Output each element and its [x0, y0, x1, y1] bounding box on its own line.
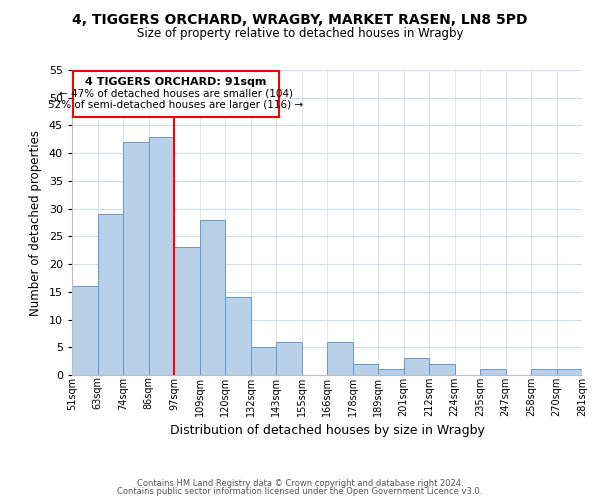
Text: 4 TIGGERS ORCHARD: 91sqm: 4 TIGGERS ORCHARD: 91sqm — [85, 76, 266, 86]
Bar — [276, 342, 302, 375]
Bar — [97, 214, 123, 375]
Text: Contains HM Land Registry data © Crown copyright and database right 2024.: Contains HM Land Registry data © Crown c… — [137, 478, 463, 488]
Bar — [557, 370, 582, 375]
Bar — [251, 348, 276, 375]
Text: 4, TIGGERS ORCHARD, WRAGBY, MARKET RASEN, LN8 5PD: 4, TIGGERS ORCHARD, WRAGBY, MARKET RASEN… — [72, 12, 528, 26]
Bar — [72, 286, 97, 375]
Bar — [225, 298, 251, 375]
Bar — [378, 370, 404, 375]
Text: Contains public sector information licensed under the Open Government Licence v3: Contains public sector information licen… — [118, 487, 482, 496]
Y-axis label: Number of detached properties: Number of detached properties — [29, 130, 42, 316]
FancyBboxPatch shape — [73, 71, 278, 117]
Bar — [353, 364, 378, 375]
Bar — [174, 248, 199, 375]
Bar — [149, 136, 174, 375]
Bar — [480, 370, 505, 375]
Bar — [531, 370, 557, 375]
Bar — [327, 342, 353, 375]
X-axis label: Distribution of detached houses by size in Wragby: Distribution of detached houses by size … — [170, 424, 484, 437]
Bar — [404, 358, 429, 375]
Bar — [123, 142, 149, 375]
Bar — [199, 220, 225, 375]
Text: 52% of semi-detached houses are larger (116) →: 52% of semi-detached houses are larger (… — [49, 100, 304, 110]
Text: Size of property relative to detached houses in Wragby: Size of property relative to detached ho… — [137, 28, 463, 40]
Text: ← 47% of detached houses are smaller (104): ← 47% of detached houses are smaller (10… — [59, 89, 293, 99]
Bar — [429, 364, 455, 375]
